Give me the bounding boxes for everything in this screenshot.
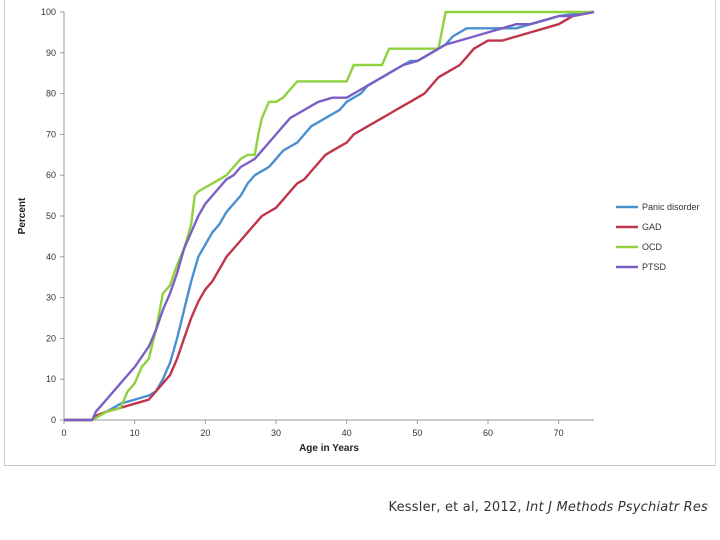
legend-label-ocd: OCD bbox=[642, 242, 663, 252]
y-tick-label: 90 bbox=[46, 48, 56, 58]
legend-label-panic-disorder: Panic disorder bbox=[642, 202, 700, 212]
y-tick-label: 20 bbox=[46, 333, 56, 343]
chart-frame bbox=[4, 0, 716, 466]
x-tick-label: 50 bbox=[412, 428, 422, 438]
legend: Panic disorder GAD OCD PTSD bbox=[616, 202, 700, 272]
y-tick-label: 40 bbox=[46, 252, 56, 262]
x-tick-label: 30 bbox=[271, 428, 281, 438]
series-line-ptsd bbox=[64, 10, 595, 422]
series-line-panic-disorder bbox=[64, 10, 595, 422]
y-tick-label: 30 bbox=[46, 293, 56, 303]
x-tick-label: 0 bbox=[61, 428, 66, 438]
x-axis-title: Age in Years bbox=[299, 443, 359, 454]
y-tick-label: 70 bbox=[46, 129, 56, 139]
y-tick-label: 50 bbox=[46, 211, 56, 221]
legend-label-gad: GAD bbox=[642, 222, 662, 232]
x-tick-label: 20 bbox=[200, 428, 210, 438]
x-ticks: 0 10 20 30 40 50 60 70 bbox=[61, 420, 564, 438]
x-tick-label: 10 bbox=[130, 428, 140, 438]
legend-label-ptsd: PTSD bbox=[642, 262, 667, 272]
x-tick-label: 40 bbox=[342, 428, 352, 438]
series-line-gad bbox=[64, 10, 595, 422]
y-tick-label: 100 bbox=[41, 7, 56, 17]
y-ticks: 0 10 20 30 40 50 60 70 80 90 100 bbox=[41, 7, 64, 425]
x-tick-label: 70 bbox=[554, 428, 564, 438]
y-tick-label: 60 bbox=[46, 170, 56, 180]
y-tick-label: 80 bbox=[46, 89, 56, 99]
line-chart: 0 10 20 30 40 50 60 70 80 90 100 0 10 20 30 40 50 60 70 A… bbox=[17, 7, 700, 454]
y-tick-label: 10 bbox=[46, 374, 56, 384]
y-axis-title: Percent bbox=[17, 197, 28, 234]
x-tick-label: 60 bbox=[483, 428, 493, 438]
series-line-ocd bbox=[64, 10, 594, 422]
citation-authors: Kessler, et al, 2012, bbox=[388, 500, 522, 515]
axes bbox=[63, 12, 594, 421]
series-lines bbox=[64, 10, 595, 422]
citation: Kessler, et al, 2012, Int J Methods Psyc… bbox=[389, 500, 708, 515]
y-tick-label: 0 bbox=[51, 415, 56, 425]
citation-journal: Int J Methods Psychiatr Res bbox=[526, 500, 708, 515]
